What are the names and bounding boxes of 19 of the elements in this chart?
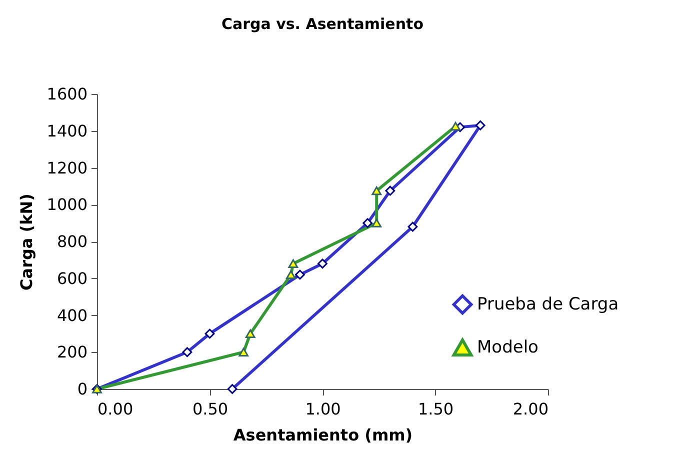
legend-label: Prueba de Carga bbox=[477, 294, 619, 314]
y-tick-label: 1000 bbox=[46, 195, 88, 214]
y-tick-label: 0 bbox=[77, 380, 88, 398]
x-tick-label: 1.50 bbox=[418, 400, 454, 418]
x-tick-label: 2.00 bbox=[512, 400, 548, 418]
chart-title: Carga vs. Asentamiento bbox=[221, 15, 424, 33]
y-tick-label: 1600 bbox=[46, 84, 88, 104]
y-tick-label: 200 bbox=[56, 342, 88, 362]
x-tick-label: 1.00 bbox=[305, 400, 341, 418]
x-tick-label: 0.50 bbox=[192, 400, 228, 418]
y-tick-label: 1200 bbox=[46, 158, 88, 178]
y-tick-label: 400 bbox=[56, 306, 88, 325]
y-tick-label: 800 bbox=[56, 232, 88, 251]
y-tick-label: 600 bbox=[56, 268, 88, 288]
y-tick-label: 1400 bbox=[46, 121, 88, 140]
y-axis-title: Carga (kN) bbox=[16, 194, 36, 290]
legend-label: Modelo bbox=[477, 338, 538, 358]
x-axis-title: Asentamiento (mm) bbox=[233, 426, 413, 444]
x-tick-label: 0.00 bbox=[98, 400, 134, 418]
